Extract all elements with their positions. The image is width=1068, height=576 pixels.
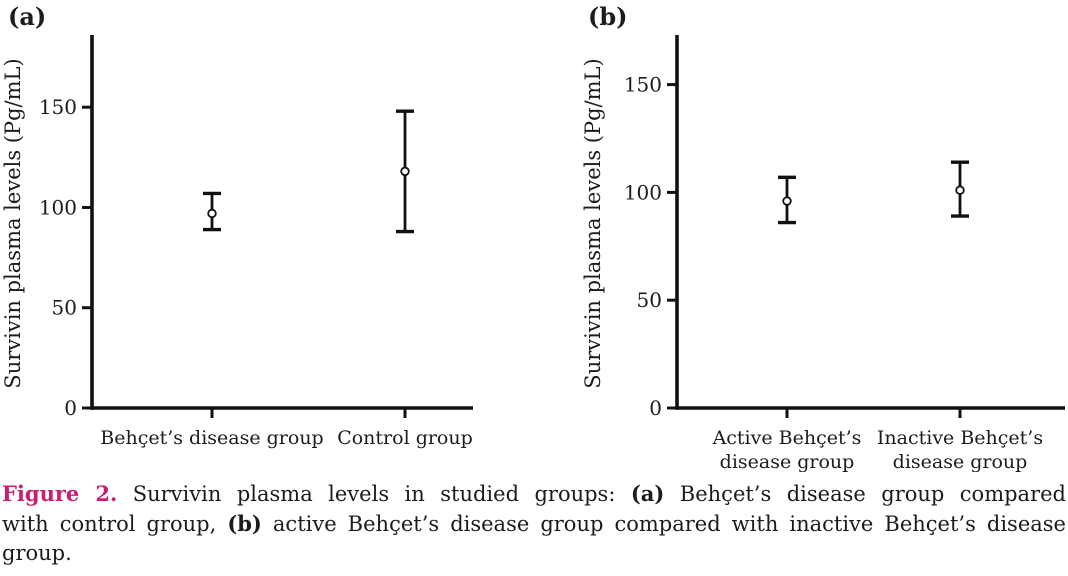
caption-line: Figure 2. Survivin plasma levels in stud…	[2, 479, 1066, 509]
y-tick-label: 0	[649, 396, 662, 420]
caption-text: Survivin plasma levels in studied groups…	[117, 482, 631, 506]
caption-text: group.	[2, 541, 72, 565]
x-category-label: Behçet’s disease group	[100, 427, 323, 449]
y-tick-label: 100	[39, 195, 77, 219]
x-category-label: Control group	[337, 427, 473, 449]
caption-text: active Behçet’s disease group compared w…	[261, 512, 1066, 536]
y-tick-label: 0	[64, 396, 77, 420]
y-axis-title: Survivin plasma levels (Pg/mL)	[581, 58, 605, 388]
mean-marker	[207, 208, 217, 219]
y-tick-label: 150	[624, 73, 662, 97]
y-tick-label: 100	[624, 180, 662, 204]
panel-a: (a) 0 50 100 150 Behçet’s disease group Contro…	[0, 0, 534, 472]
y-tick-label: 50	[637, 288, 662, 312]
chart-panel-a: (a) 0 50 100 150 Behçet’s disease group Contro…	[1, 2, 473, 449]
caption-line: with control group, (b) active Behçet’s …	[2, 509, 1066, 539]
caption-line: group.	[2, 539, 1066, 568]
caption-text: Behçet’s disease group compared	[664, 482, 1066, 506]
mean-marker	[400, 166, 410, 177]
y-tick-label: 150	[39, 95, 77, 119]
chart-panels: (a) 0 50 100 150 Behçet’s disease group Contro…	[0, 0, 1068, 472]
caption-text: with control group,	[2, 512, 228, 536]
x-category-label: disease group	[893, 451, 1028, 472]
x-category-label: disease group	[720, 451, 855, 472]
panel-label: (b)	[588, 2, 628, 31]
x-category-label: Active Behçet’s	[712, 427, 862, 449]
figure-number-label: Figure 2.	[2, 481, 118, 506]
y-tick-label: 50	[52, 296, 77, 320]
panel-label: (a)	[8, 2, 46, 31]
caption-text: (b)	[227, 511, 262, 536]
caption-text: (a)	[630, 481, 665, 506]
mean-marker	[955, 185, 965, 195]
panel-b: (b) 0 50 100 150 Active Behçet’s disease group…	[534, 0, 1068, 472]
y-axis-title: Survivin plasma levels (Pg/mL)	[1, 58, 25, 388]
figure-caption: Figure 2. Survivin plasma levels in stud…	[0, 472, 1068, 568]
mean-marker	[782, 196, 792, 206]
x-category-label: Inactive Behçet’s	[877, 427, 1043, 449]
